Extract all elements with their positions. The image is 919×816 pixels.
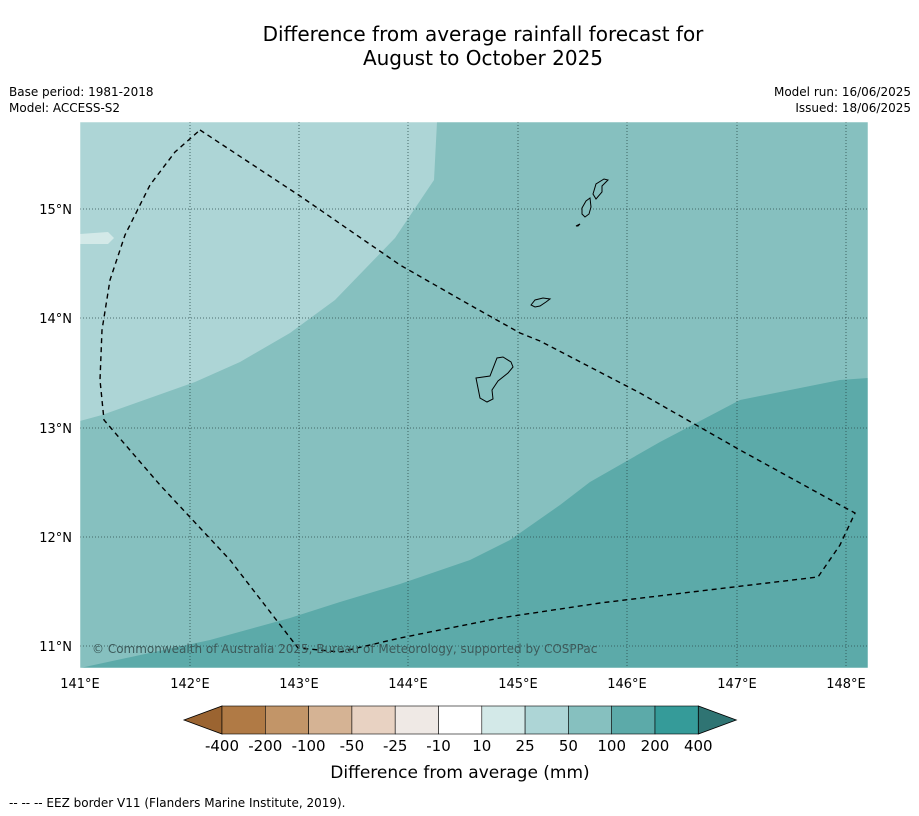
title-line-2: August to October 2025 — [362, 46, 604, 70]
y-tick-label: 12°N — [39, 531, 72, 546]
colorbar-segment — [351, 705, 396, 735]
colorbar-tick-label: 200 — [641, 737, 670, 755]
island-aguijan — [575, 223, 581, 227]
title-line-1: Difference from average rainfall forecas… — [262, 22, 704, 46]
colorbar-title: Difference from average (mm) — [330, 763, 589, 783]
colorbar-segment — [394, 705, 439, 735]
x-tick-label: 144°E — [388, 677, 428, 692]
colorbar-tick-label: 10 — [472, 737, 491, 755]
y-tick-label: 11°N — [39, 640, 72, 655]
island-saipan — [592, 178, 609, 200]
zone-25-50 — [80, 122, 437, 421]
y-tick-label: 14°N — [39, 312, 72, 327]
colorbar-tick-label: -100 — [292, 737, 326, 755]
colorbar-tick-label: -50 — [340, 737, 365, 755]
x-tick-label: 147°E — [717, 677, 757, 692]
y-tick-label: 13°N — [39, 422, 72, 437]
colorbar-segment — [221, 705, 266, 735]
base-period: Base period: 1981-2018 — [9, 85, 154, 99]
footer-note: -- -- -- EEZ border V11 (Flanders Marine… — [9, 796, 346, 810]
y-tick-label: 15°N — [39, 203, 72, 218]
meta-right: Model run: 16/06/2025 Issued: 18/06/2025 — [774, 84, 911, 116]
colorbar-segment — [481, 705, 526, 735]
colorbar-segment — [568, 705, 613, 735]
colorbar-segment — [264, 705, 309, 735]
issued-date: Issued: 18/06/2025 — [795, 101, 911, 115]
colorbar-extend-low — [182, 705, 223, 735]
colorbar-segment — [611, 705, 656, 735]
island-tinian — [581, 197, 592, 218]
colorbar-segment — [438, 705, 483, 735]
map-frame — [79, 121, 869, 669]
y-axis-labels: 15°N 14°N 13°N 12°N 11°N — [39, 203, 72, 655]
island-guam — [475, 356, 514, 403]
x-tick-label: 145°E — [498, 677, 538, 692]
islands — [475, 178, 609, 403]
colorbar: -400 -200 -100 -50 -25 -10 10 25 50 100 200 400 — [182, 705, 738, 755]
map-area — [80, 122, 868, 668]
colorbar-tick-label: 400 — [684, 737, 713, 755]
colorbar-tick-label: 50 — [559, 737, 578, 755]
meta-left: Base period: 1981-2018 Model: ACCESS-S2 — [9, 84, 154, 116]
chart-title: Difference from average rainfall forecas… — [0, 22, 919, 70]
model-run: Model run: 16/06/2025 — [773, 85, 911, 99]
colorbar-tick-label: -400 — [205, 737, 239, 755]
colorbar-segment — [654, 705, 699, 735]
model-name: Model: ACCESS-S2 — [9, 101, 121, 115]
colorbar-segment — [308, 705, 353, 735]
colorbar-tick-label: -10 — [426, 737, 451, 755]
x-tick-label: 146°E — [607, 677, 647, 692]
colorbar-tick-label: -25 — [383, 737, 408, 755]
copyright-text: © Commonwealth of Australia 2025, Bureau… — [92, 642, 597, 656]
eez-border — [99, 129, 856, 653]
colorbar-extend-high — [697, 705, 738, 735]
colorbar-tick-label: 100 — [597, 737, 626, 755]
x-tick-label: 143°E — [279, 677, 319, 692]
gridlines — [80, 122, 868, 668]
zone-10-25 — [80, 232, 114, 244]
colorbar-segment — [524, 705, 569, 735]
x-axis-labels: 141°E 142°E 143°E 144°E 145°E 146°E 147°… — [60, 677, 866, 692]
island-rota — [530, 297, 552, 308]
x-tick-label: 148°E — [826, 677, 866, 692]
x-tick-label: 141°E — [60, 677, 100, 692]
zone-100-200 — [80, 378, 868, 668]
colorbar-tick-label: 25 — [516, 737, 535, 755]
colorbar-tick-label: -200 — [248, 737, 282, 755]
x-tick-label: 142°E — [170, 677, 210, 692]
